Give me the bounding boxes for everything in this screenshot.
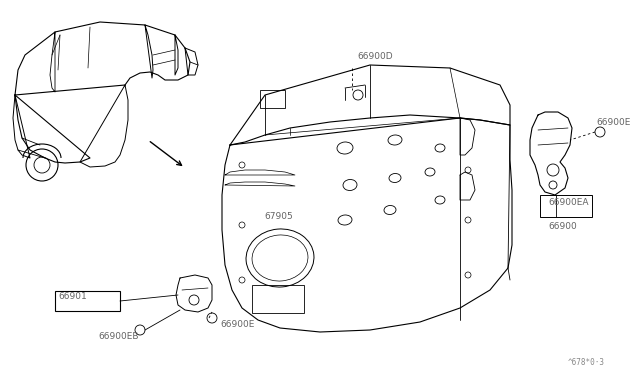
Text: 66900E: 66900E [220,320,254,329]
Text: 66900E: 66900E [596,118,630,127]
Text: 66900EA: 66900EA [548,198,589,207]
Text: 66900: 66900 [548,222,577,231]
Text: 67905: 67905 [264,212,292,221]
Bar [252,285,304,313]
Bar [260,90,285,108]
Text: 66900EB: 66900EB [98,332,138,341]
Text: 66900D: 66900D [357,52,392,61]
Bar [540,195,592,217]
Bar [55,291,120,311]
Text: 66901: 66901 [58,292,87,301]
Text: ^678*0·3: ^678*0·3 [568,358,605,367]
